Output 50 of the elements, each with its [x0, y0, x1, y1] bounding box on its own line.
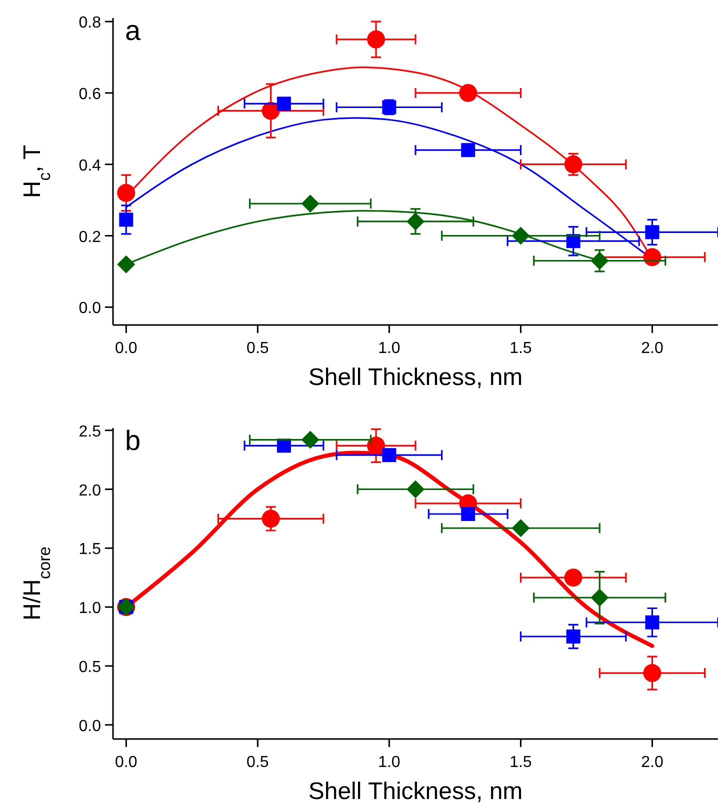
point [564, 155, 582, 174]
x-axis-title: Shell Thickness, nm [308, 778, 523, 805]
y-tick-label: 0.2 [78, 228, 102, 246]
point [459, 84, 478, 102]
x-tick-label: 1.0 [378, 754, 400, 771]
y-tick-label: 1.5 [78, 541, 102, 558]
x-tick-label: 1.0 [378, 340, 400, 357]
point [643, 248, 662, 266]
point [645, 615, 660, 630]
annotation: b [125, 425, 141, 456]
point [461, 143, 476, 158]
x-tick-label: 2.0 [641, 754, 664, 771]
point [262, 510, 280, 528]
y-tick-label: 0.0 [78, 718, 102, 735]
point [119, 212, 134, 227]
point [301, 194, 320, 213]
point [643, 664, 662, 682]
point [512, 226, 530, 245]
x-tick-label: 1.5 [510, 754, 532, 771]
point [117, 255, 136, 274]
y-tick-label: 0.8 [78, 14, 102, 32]
point [512, 519, 530, 538]
point [566, 630, 580, 644]
x-tick-label: 1.5 [510, 340, 532, 357]
y-tick-label: 0.4 [78, 157, 102, 174]
point [590, 588, 609, 607]
x-tick-label: 0.5 [246, 754, 269, 771]
y-tick-label: 0.0 [78, 300, 102, 318]
x-tick-label: 2.0 [641, 340, 664, 357]
point [301, 430, 320, 449]
point [564, 568, 582, 587]
point [276, 96, 291, 111]
annotation: a [125, 15, 141, 46]
point [382, 448, 396, 462]
point [590, 252, 609, 270]
x-axis-title: Shell Thickness, nm [308, 364, 523, 391]
y-tick-label: 1.0 [78, 600, 102, 618]
point [461, 506, 476, 521]
x-tick-label: 0.5 [246, 340, 269, 357]
y-tick-label: 0.6 [78, 86, 102, 103]
point [367, 30, 386, 48]
point [645, 225, 660, 240]
x-tick-label: 0.0 [115, 754, 138, 771]
x-tick-label: 0.0 [115, 340, 138, 357]
y-tick-label: 2.5 [78, 423, 102, 440]
point [406, 212, 424, 230]
point [117, 184, 136, 202]
y-tick-label: 0.5 [78, 658, 102, 676]
point [406, 480, 424, 498]
y-tick-label: 2.0 [78, 482, 102, 500]
